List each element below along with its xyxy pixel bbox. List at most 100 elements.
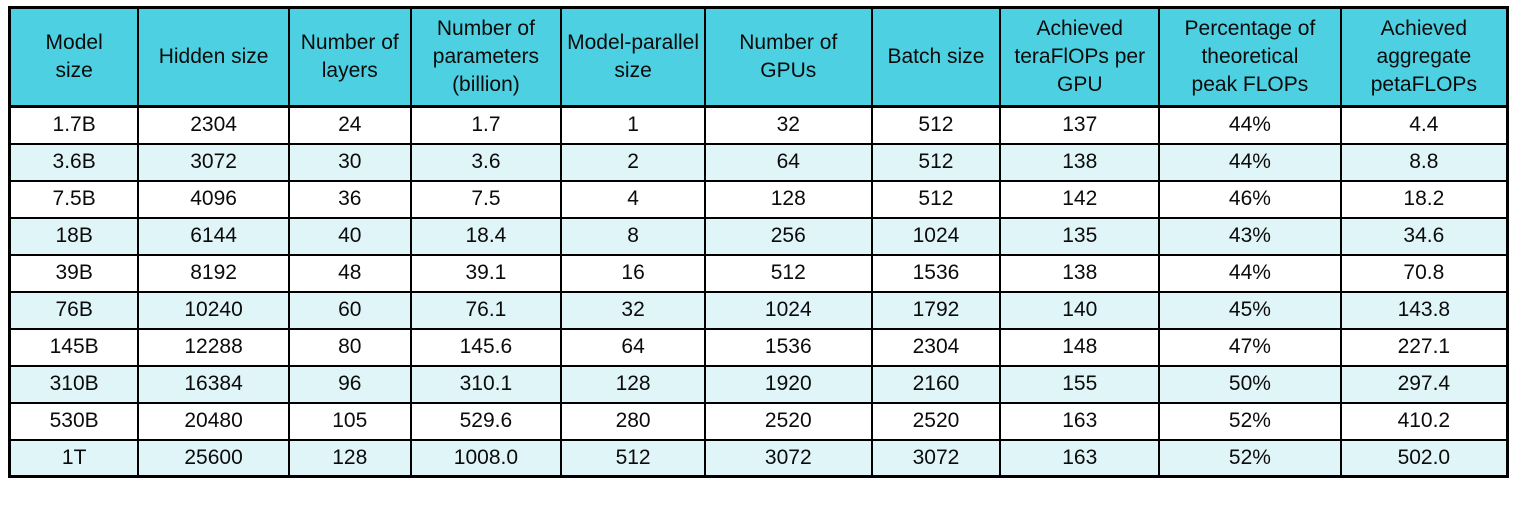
table-cell: 2520 [870, 401, 1002, 441]
table-cell: 1536 [870, 253, 1002, 293]
table-cell: 502.0 [1339, 438, 1509, 478]
header-cell-8: Achieved teraFlOPs per GPU [999, 6, 1161, 108]
header-cell-5: Model-parallel size [560, 6, 706, 108]
table-cell: 1920 [703, 364, 873, 404]
table-cell: 1536 [703, 327, 873, 367]
table-cell: 1024 [870, 216, 1002, 256]
table-cell: 45% [1158, 290, 1342, 330]
model-scaling-performance-table: Model size Hidden size Number of layers Num… [8, 6, 1509, 478]
table-cell: 256 [703, 216, 873, 256]
table-cell: 60 [287, 290, 412, 330]
table-cell: 105 [287, 401, 412, 441]
table-cell: 138 [999, 142, 1161, 182]
header-cell-4: Number of parameters (billion) [409, 6, 563, 108]
table-cell: 70.8 [1339, 253, 1509, 293]
table-cell: 46% [1158, 179, 1342, 219]
table-cell: 20480 [137, 401, 290, 441]
table-cell: 39B [8, 253, 140, 293]
table-cell: 4096 [137, 179, 290, 219]
table-cell: 1 [560, 105, 706, 145]
table-cell: 530B [8, 401, 140, 441]
table-cell: 3.6 [409, 142, 563, 182]
table-row: 76B 10240 60 76.1 32 1024 1792 140 45% 143.8 [8, 290, 1509, 330]
table-cell: 280 [560, 401, 706, 441]
table-cell: 8.8 [1339, 142, 1509, 182]
table-cell: 43% [1158, 216, 1342, 256]
table-cell: 2520 [703, 401, 873, 441]
table-cell: 1T [8, 438, 140, 478]
table-cell: 6144 [137, 216, 290, 256]
table-row: 310B 16384 96 310.1 128 1920 2160 155 50% 297.4 [8, 364, 1509, 404]
table-cell: 512 [870, 105, 1002, 145]
table-cell: 34.6 [1339, 216, 1509, 256]
table-cell: 36 [287, 179, 412, 219]
table-row: 145B 12288 80 145.6 64 1536 2304 148 47% 227.1 [8, 327, 1509, 367]
table-cell: 16 [560, 253, 706, 293]
table-cell: 529.6 [409, 401, 563, 441]
table-cell: 18B [8, 216, 140, 256]
table-cell: 1.7 [409, 105, 563, 145]
table-cell: 163 [999, 438, 1161, 478]
table-cell: 138 [999, 253, 1161, 293]
table-cell: 512 [870, 142, 1002, 182]
table-cell: 4.4 [1339, 105, 1509, 145]
table-cell: 76B [8, 290, 140, 330]
table-cell: 80 [287, 327, 412, 367]
table-cell: 44% [1158, 105, 1342, 145]
table-cell: 47% [1158, 327, 1342, 367]
table-cell: 24 [287, 105, 412, 145]
table-cell: 8 [560, 216, 706, 256]
table-cell: 64 [703, 142, 873, 182]
table-cell: 3072 [137, 142, 290, 182]
header-cell-10: Achieved aggregate petaFLOPs [1339, 6, 1509, 108]
table-cell: 64 [560, 327, 706, 367]
table-cell: 25600 [137, 438, 290, 478]
table-cell: 18.4 [409, 216, 563, 256]
table-cell: 512 [870, 179, 1002, 219]
table-cell: 128 [560, 364, 706, 404]
table-cell: 1.7B [8, 105, 140, 145]
table-cell: 96 [287, 364, 412, 404]
header-cell-2: Hidden size [137, 6, 290, 108]
table-row: 39B 8192 48 39.1 16 512 1536 138 44% 70.8 [8, 253, 1509, 293]
table-cell: 3072 [870, 438, 1002, 478]
table-cell: 143.8 [1339, 290, 1509, 330]
table-cell: 76.1 [409, 290, 563, 330]
table-cell: 155 [999, 364, 1161, 404]
header-cell-6: Number of GPUs [703, 6, 873, 108]
table-cell: 32 [560, 290, 706, 330]
table-cell: 48 [287, 253, 412, 293]
table-cell: 142 [999, 179, 1161, 219]
table-cell: 7.5B [8, 179, 140, 219]
table-cell: 18.2 [1339, 179, 1509, 219]
table-cell: 310B [8, 364, 140, 404]
table-cell: 2304 [870, 327, 1002, 367]
table-cell: 1008.0 [409, 438, 563, 478]
table-cell: 44% [1158, 142, 1342, 182]
table-row: 3.6B 3072 30 3.6 2 64 512 138 44% 8.8 [8, 142, 1509, 182]
table-row: 1T 25600 128 1008.0 512 3072 3072 163 52% 502.0 [8, 438, 1509, 478]
table-cell: 1024 [703, 290, 873, 330]
table-cell: 145.6 [409, 327, 563, 367]
table-cell: 310.1 [409, 364, 563, 404]
table-row: 18B 6144 40 18.4 8 256 1024 135 43% 34.6 [8, 216, 1509, 256]
table-header: Model size Hidden size Number of layers Num… [8, 6, 1509, 108]
table-cell: 297.4 [1339, 364, 1509, 404]
table-cell: 128 [703, 179, 873, 219]
table-row: 7.5B 4096 36 7.5 4 128 512 142 46% 18.2 [8, 179, 1509, 219]
table-cell: 52% [1158, 401, 1342, 441]
table-cell: 1792 [870, 290, 1002, 330]
header-cell-9: Percentage of theoretical peak FLOPs [1158, 6, 1342, 108]
table-cell: 16384 [137, 364, 290, 404]
table-row: 530B 20480 105 529.6 280 2520 2520 163 52% 410.2 [8, 401, 1509, 441]
table-cell: 3072 [703, 438, 873, 478]
table-cell: 512 [703, 253, 873, 293]
table-cell: 512 [560, 438, 706, 478]
table-cell: 50% [1158, 364, 1342, 404]
table-cell: 39.1 [409, 253, 563, 293]
table-cell: 2 [560, 142, 706, 182]
table-cell: 145B [8, 327, 140, 367]
table-cell: 10240 [137, 290, 290, 330]
table-cell: 2160 [870, 364, 1002, 404]
